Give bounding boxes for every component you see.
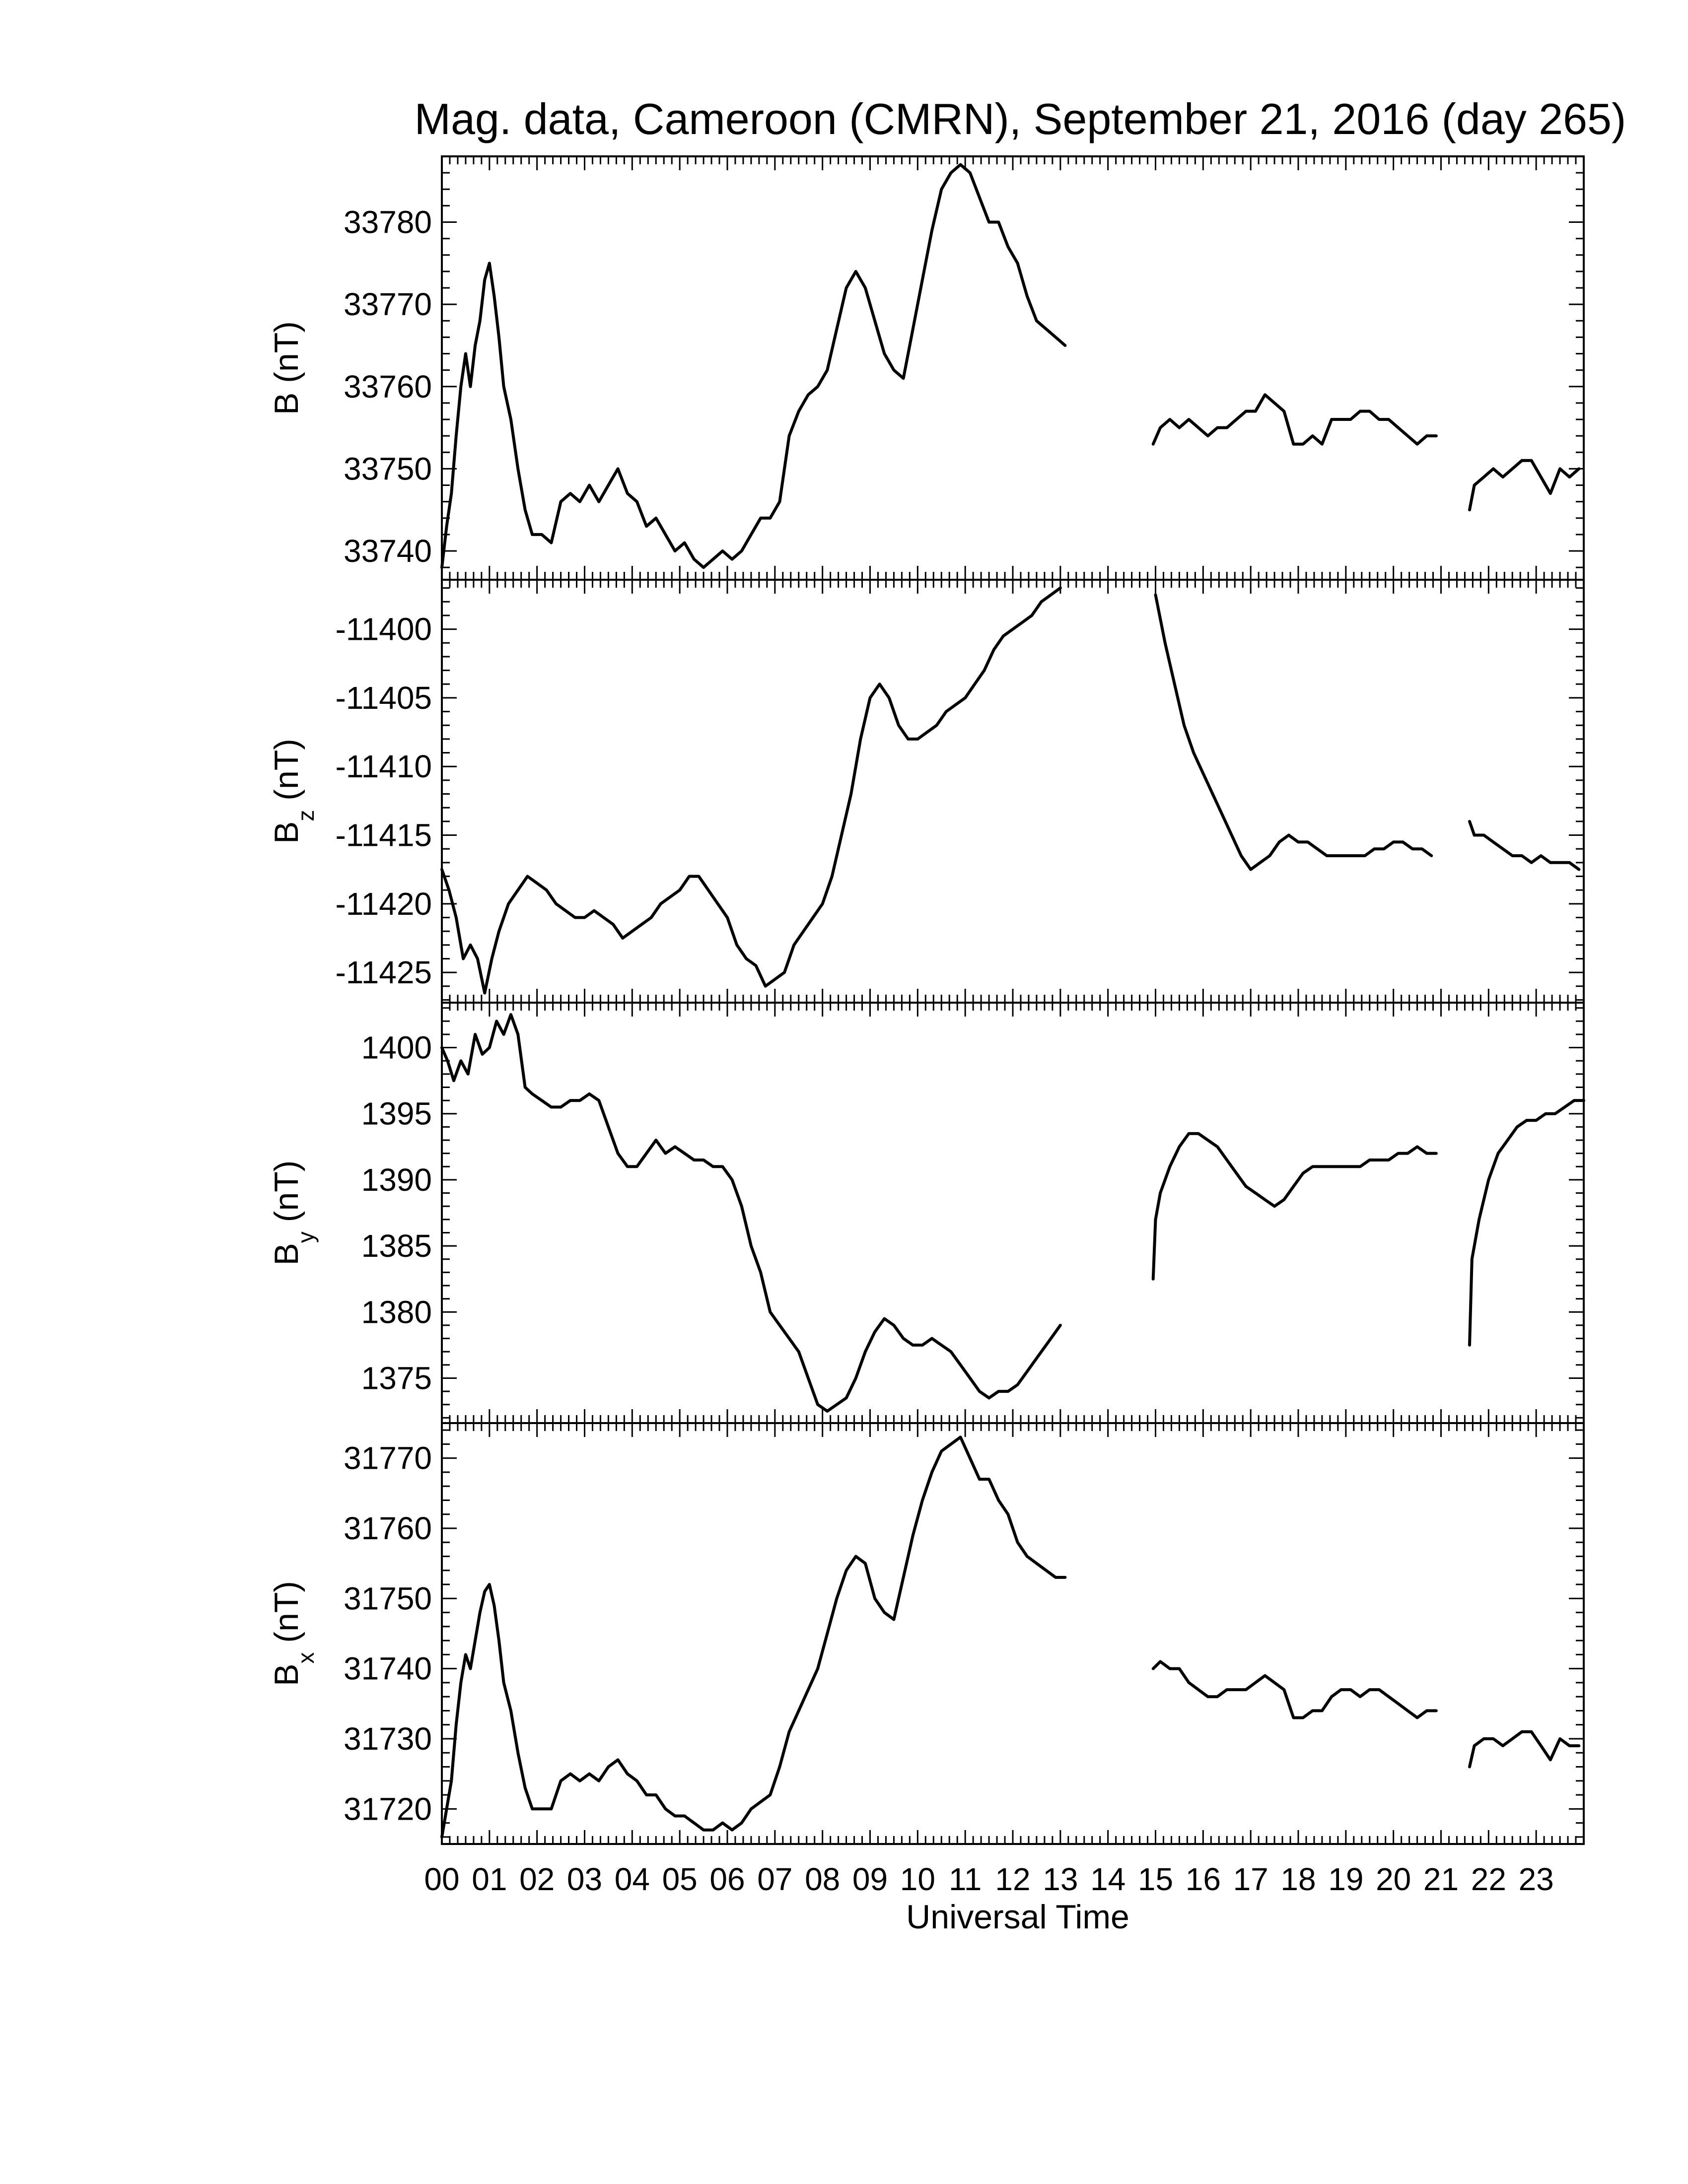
y-axis-label-subscript: z <box>293 810 319 821</box>
y-tick-label: -11410 <box>335 749 432 784</box>
y-axis-label-unit: (nT) <box>268 321 305 393</box>
y-tick-label: 31740 <box>344 1651 432 1687</box>
series-line-By-segment-2 <box>1151 1132 1438 1281</box>
x-tick-label: 01 <box>472 1861 507 1897</box>
x-tick-label: 13 <box>1043 1861 1078 1897</box>
y-tick-label: 1395 <box>361 1096 432 1132</box>
y-tick-label: -11405 <box>335 680 432 716</box>
y-tick-label: 31750 <box>344 1580 432 1616</box>
series-line-Bx-segment-3 <box>1468 1730 1581 1769</box>
y-axis-label-Bz: Bz (nT) <box>268 739 319 844</box>
y-tick-label: 33780 <box>344 205 432 240</box>
x-tick-label: 02 <box>519 1861 555 1897</box>
chart-title: Mag. data, Cameroon (CMRN), September 21… <box>415 94 1626 143</box>
series-line-B-segment-3 <box>1468 459 1581 512</box>
panel-Bz: -11400 -11405 -11410 -11415 -11420 -11425 Bz (… <box>268 579 1585 1004</box>
y-tick-label: 33740 <box>344 533 432 569</box>
x-tick-label: 17 <box>1233 1861 1268 1897</box>
y-axis-label-unit: (nT) <box>268 1581 305 1652</box>
x-tick-label: 09 <box>852 1861 888 1897</box>
series-line-By-segment-3 <box>1468 1099 1585 1347</box>
y-tick-label: -11415 <box>335 818 432 853</box>
y-axis-label-main: B <box>268 1243 305 1265</box>
series-line-Bx-segment-2 <box>1151 1660 1438 1719</box>
y-axis-label-unit: (nT) <box>268 1160 305 1232</box>
y-axis-label-B: B (nT) <box>268 321 305 415</box>
x-tick-label: 05 <box>662 1861 698 1897</box>
x-tick-label: 14 <box>1090 1861 1125 1897</box>
x-tick-label: 00 <box>424 1861 459 1897</box>
y-tick-label: 1385 <box>361 1228 432 1264</box>
panel-By: 1375 1380 1385 1390 1395 1400 By (nT) <box>268 1002 1585 1424</box>
x-tick-label: 19 <box>1328 1861 1363 1897</box>
y-axis-label-Bx: Bx (nT) <box>268 1581 319 1686</box>
x-axis: 00 01 02 03 04 05 06 07 08 09 10 11 12 13 14 15 16 17 18 19… <box>424 1861 1553 1897</box>
y-axis-label-unit: (nT) <box>268 739 305 810</box>
y-tick-label: 31730 <box>344 1721 432 1757</box>
y-tick-label: 1375 <box>361 1360 432 1396</box>
y-axis-label-subscript: x <box>293 1652 319 1664</box>
series-line-B-segment-1 <box>440 163 1067 569</box>
y-tick-label: 33750 <box>344 451 432 486</box>
x-tick-label: 23 <box>1519 1861 1554 1897</box>
y-tick-label: 31760 <box>344 1510 432 1546</box>
series-line-By-segment-1 <box>440 1013 1062 1413</box>
y-tick-label: -11420 <box>335 886 432 922</box>
y-tick-label: -11425 <box>335 955 432 990</box>
panel-Bx: 31720 31730 31740 31750 31760 31770 Bx (nT) <box>268 1422 1585 1845</box>
x-tick-label: 11 <box>949 1861 982 1897</box>
series-line-Bz-segment-3 <box>1468 819 1581 871</box>
x-tick-label: 16 <box>1186 1861 1221 1897</box>
y-tick-label: 31720 <box>344 1791 432 1827</box>
y-axis-label-main: B <box>268 821 305 844</box>
x-tick-label: 04 <box>615 1861 650 1897</box>
y-tick-label: 33770 <box>344 286 432 322</box>
y-axis-label-main: B <box>268 1664 305 1686</box>
y-axis-label-main: B <box>268 393 305 415</box>
series-line-Bz-segment-1 <box>440 586 1062 995</box>
x-tick-label: 12 <box>995 1861 1030 1897</box>
y-axis-label-By: By (nT) <box>268 1160 319 1266</box>
x-tick-label: 22 <box>1471 1861 1506 1897</box>
y-axis-label-subscript: y <box>293 1231 319 1243</box>
x-tick-label: 07 <box>757 1861 792 1897</box>
x-tick-label: 21 <box>1423 1861 1459 1897</box>
panel-B: 33740 33750 33760 33770 33780 B (nT) <box>268 155 1585 581</box>
y-tick-label: 1380 <box>361 1294 432 1330</box>
series-line-B-segment-2 <box>1151 393 1438 446</box>
y-tick-label: 1400 <box>361 1030 432 1066</box>
x-tick-label: 18 <box>1280 1861 1316 1897</box>
x-tick-label: 06 <box>709 1861 745 1897</box>
x-tick-label: 10 <box>900 1861 935 1897</box>
x-tick-label: 20 <box>1376 1861 1411 1897</box>
y-tick-label: 1390 <box>361 1162 432 1198</box>
series-line-Bz-segment-2 <box>1154 593 1433 871</box>
x-tick-label: 15 <box>1138 1861 1173 1897</box>
series-line-Bx-segment-1 <box>440 1435 1067 1839</box>
y-tick-label: 33760 <box>344 369 432 405</box>
y-tick-label: 31770 <box>344 1440 432 1476</box>
x-tick-label: 03 <box>567 1861 602 1897</box>
x-tick-label: 08 <box>805 1861 840 1897</box>
x-axis-label: Universal Time <box>906 1898 1129 1936</box>
y-tick-label: -11400 <box>335 612 432 647</box>
